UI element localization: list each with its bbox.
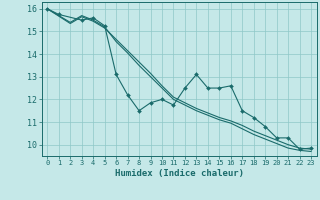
- X-axis label: Humidex (Indice chaleur): Humidex (Indice chaleur): [115, 169, 244, 178]
